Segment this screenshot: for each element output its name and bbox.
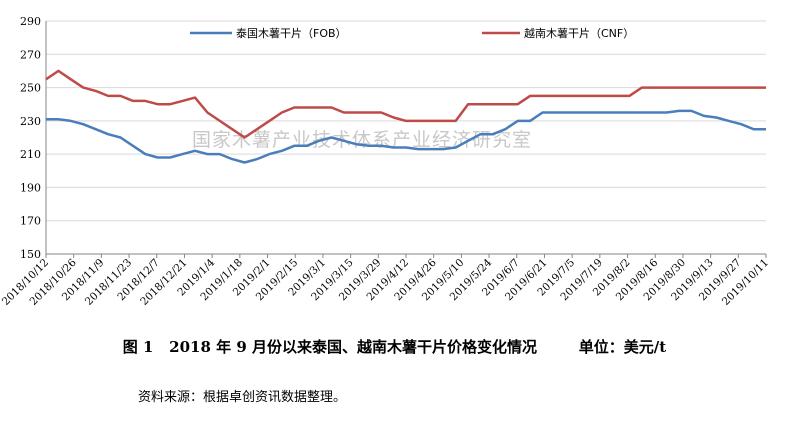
- figure-unit: 单位：美元/t: [578, 338, 667, 356]
- legend: 泰国木薯干片（FOB） 越南木薯干片（CNF）: [190, 26, 634, 40]
- y-tick-label: 290: [20, 15, 41, 28]
- y-tick-label: 170: [20, 215, 41, 228]
- source-note: 资料来源：根据卓创资讯数据整理。: [138, 390, 347, 405]
- y-tick-label: 150: [20, 248, 41, 261]
- y-tick-label: 190: [20, 181, 41, 194]
- legend-label-thai: 泰国木薯干片（FOB）: [236, 26, 347, 40]
- y-tick-label: 210: [20, 148, 41, 161]
- series-line-thai: [46, 109, 766, 164]
- watermark: 国家木薯产业技术体系产业经济研究室: [192, 129, 532, 151]
- legend-label-vietnam: 越南木薯干片（CNF）: [524, 26, 634, 40]
- series-lines: [45, 69, 766, 164]
- y-tick-label: 230: [20, 115, 41, 128]
- figure-title: 2018 年 9 月份以来泰国、越南木薯干片价格变化情况: [169, 338, 537, 356]
- figure-number: 图 1: [122, 338, 154, 356]
- line-chart: 国家木薯产业技术体系产业经济研究室 150 170 190 210 230 250 270 2…: [0, 15, 771, 308]
- y-tick-label: 250: [20, 82, 41, 95]
- figure-caption: 图 1 2018 年 9 月份以来泰国、越南木薯干片价格变化情况 单位：美元/t: [0, 336, 789, 357]
- y-axis: 150 170 190 210 230 250 270 290: [20, 15, 47, 261]
- y-tick-label: 270: [20, 48, 41, 61]
- series-line-vietnam: [45, 69, 766, 139]
- x-axis: 2018/10/122018/10/262018/11/92018/11/232…: [0, 253, 771, 308]
